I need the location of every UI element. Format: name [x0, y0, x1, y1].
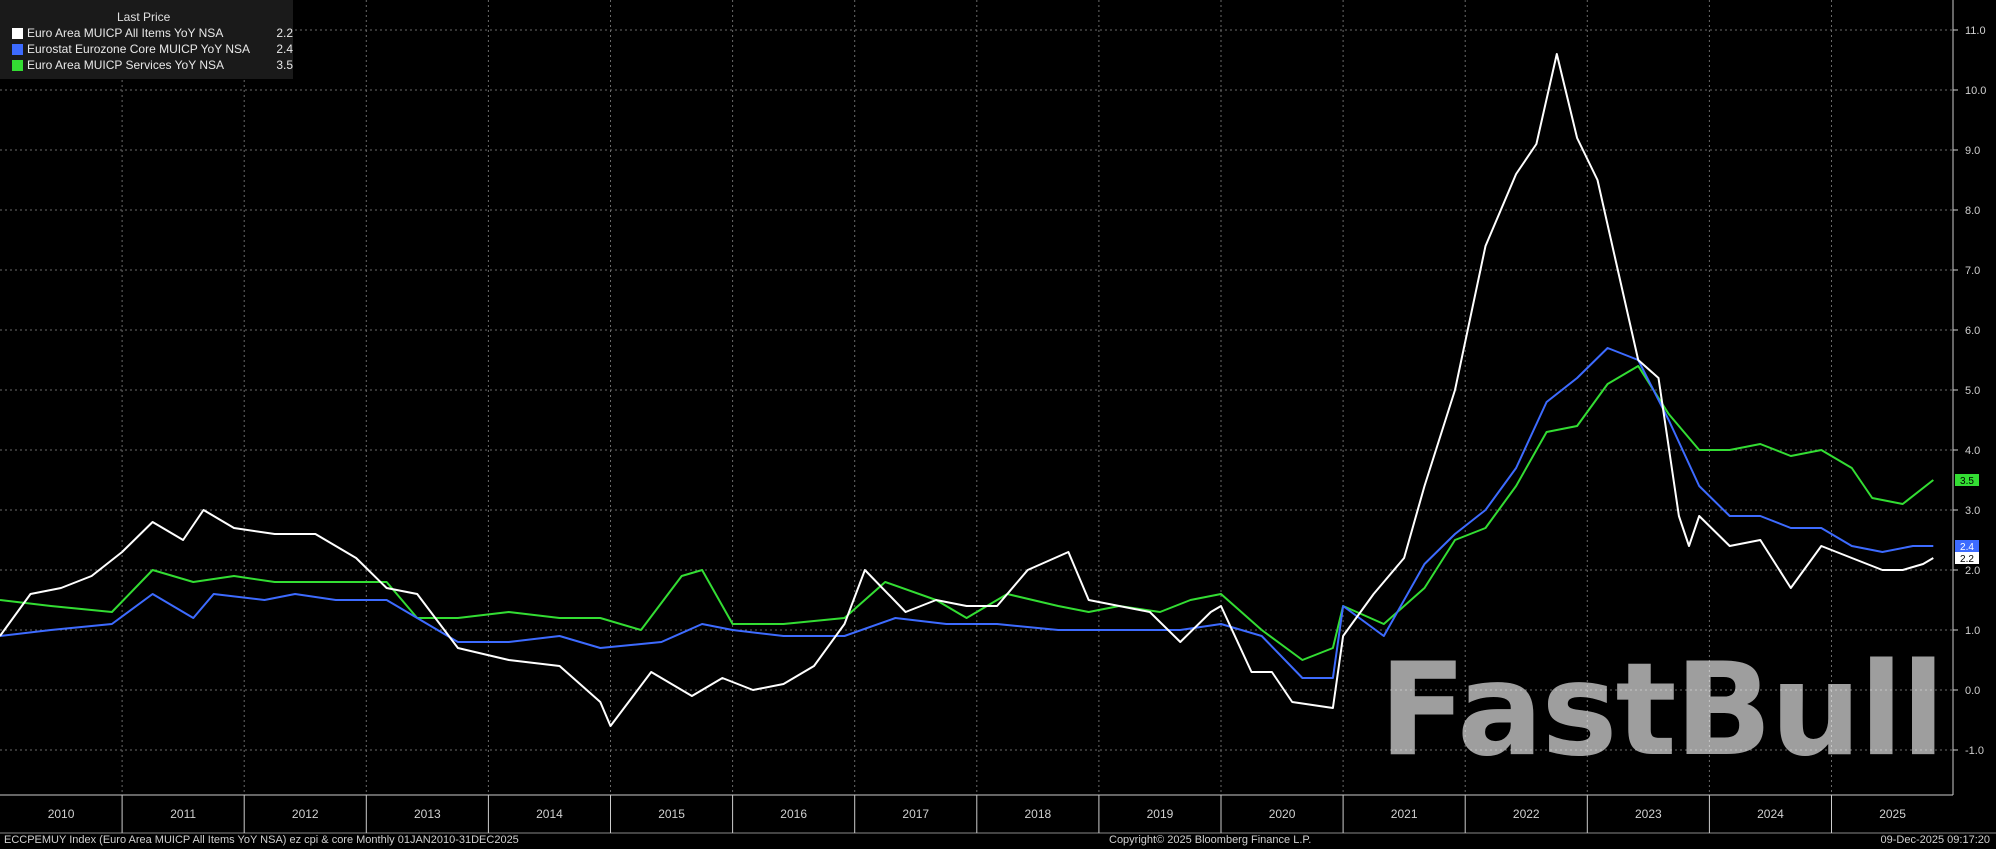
series-line-1 [0, 347, 1934, 679]
y-axis: 11.0 10.0 9.0 8.0 7.0 6.0 5.0 4.0 3.0 2.0 1.0 0.0 -1… [1952, 0, 1986, 795]
x-tick-label: 2023 [1635, 807, 1662, 821]
x-tick-label: 2022 [1513, 807, 1540, 821]
series-line-2 [0, 365, 1934, 661]
legend-item-value: 2.4 [276, 42, 293, 56]
y-tick-label: 11.0 [1965, 25, 1986, 37]
y-tick-label: 10.0 [1965, 85, 1986, 97]
y-tick-label: 2.0 [1965, 565, 1980, 577]
y-tick-label: 3.0 [1965, 505, 1980, 517]
x-tick-label: 2020 [1269, 807, 1296, 821]
x-tick-label: 2019 [1147, 807, 1174, 821]
watermark-logo: FastBull [1379, 636, 1945, 785]
legend-item-services: Euro Area MUICP Services YoY NSA 3.5 [0, 57, 293, 73]
x-tick-label: 2015 [658, 807, 685, 821]
legend-swatch-icon [12, 27, 23, 39]
y-tick-label: 1.0 [1965, 625, 1980, 637]
legend-item-name: Euro Area MUICP Services YoY NSA [27, 58, 224, 72]
legend-swatch-icon [12, 59, 23, 71]
footer-copyright: Copyright© 2025 Bloomberg Finance L.P. [1109, 834, 1312, 846]
last-value-tag [1955, 474, 1979, 486]
legend-item-name: Eurostat Eurozone Core MUICP YoY NSA [27, 42, 251, 56]
legend-swatch-icon [12, 43, 23, 55]
y-tick-label: 6.0 [1965, 325, 1980, 337]
y-tick-label: 9.0 [1965, 145, 1980, 157]
last-value-tag [1955, 552, 1979, 564]
y-tick-label: -1.0 [1965, 745, 1984, 757]
series-line-0 [0, 53, 1934, 727]
footer: ECCPEMUY Index (Euro Area MUICP All Item… [0, 833, 1996, 849]
y-tick-label: 4.0 [1965, 445, 1980, 457]
y-tick-label: 7.0 [1965, 265, 1980, 277]
x-tick-label: 2010 [48, 807, 75, 821]
y-tick-label: 0.0 [1965, 685, 1980, 697]
last-value-tag [1955, 540, 1979, 552]
footer-source: ECCPEMUY Index (Euro Area MUICP All Item… [4, 834, 519, 846]
y-tick-label: 8.0 [1965, 205, 1980, 217]
footer-timestamp: 09-Dec-2025 09:17:20 [1880, 834, 1990, 846]
series-lines [0, 53, 1934, 727]
x-tick-label: 2013 [414, 807, 441, 821]
x-tick-label: 2012 [292, 807, 319, 821]
y-tick-label: 5.0 [1965, 385, 1980, 397]
x-tick-label: 2025 [1879, 807, 1906, 821]
last-value-label: 2.4 [1960, 542, 1974, 553]
last-value-labels: 3.5 2.42.2 [1955, 474, 1979, 565]
legend-item-value: 3.5 [276, 58, 293, 72]
legend-title: Last Price [117, 10, 171, 24]
x-tick-label: 2011 [170, 807, 196, 821]
x-tick-label: 2024 [1757, 807, 1784, 821]
legend-item-core: Eurostat Eurozone Core MUICP YoY NSA 2.4 [0, 41, 293, 57]
legend-item-all-items: Euro Area MUICP All Items YoY NSA 2.2 [0, 25, 293, 41]
legend: Last Price Euro Area MUICP All Items YoY… [0, 0, 293, 79]
legend-item-name: Euro Area MUICP All Items YoY NSA [27, 26, 224, 40]
last-value-label: 3.5 [1960, 476, 1974, 487]
x-tick-label: 2016 [780, 807, 807, 821]
grid [0, 0, 1953, 795]
x-axis: 2010 2011 2012 2013 2014 2015 2016 2017 2018 2019… [0, 794, 1996, 834]
x-tick-label: 2014 [536, 807, 563, 821]
legend-item-value: 2.2 [276, 26, 293, 40]
x-tick-label: 2018 [1024, 807, 1051, 821]
x-tick-label: 2021 [1391, 807, 1418, 821]
last-value-label: 2.2 [1960, 554, 1974, 565]
x-tick-label: 2017 [902, 807, 929, 821]
